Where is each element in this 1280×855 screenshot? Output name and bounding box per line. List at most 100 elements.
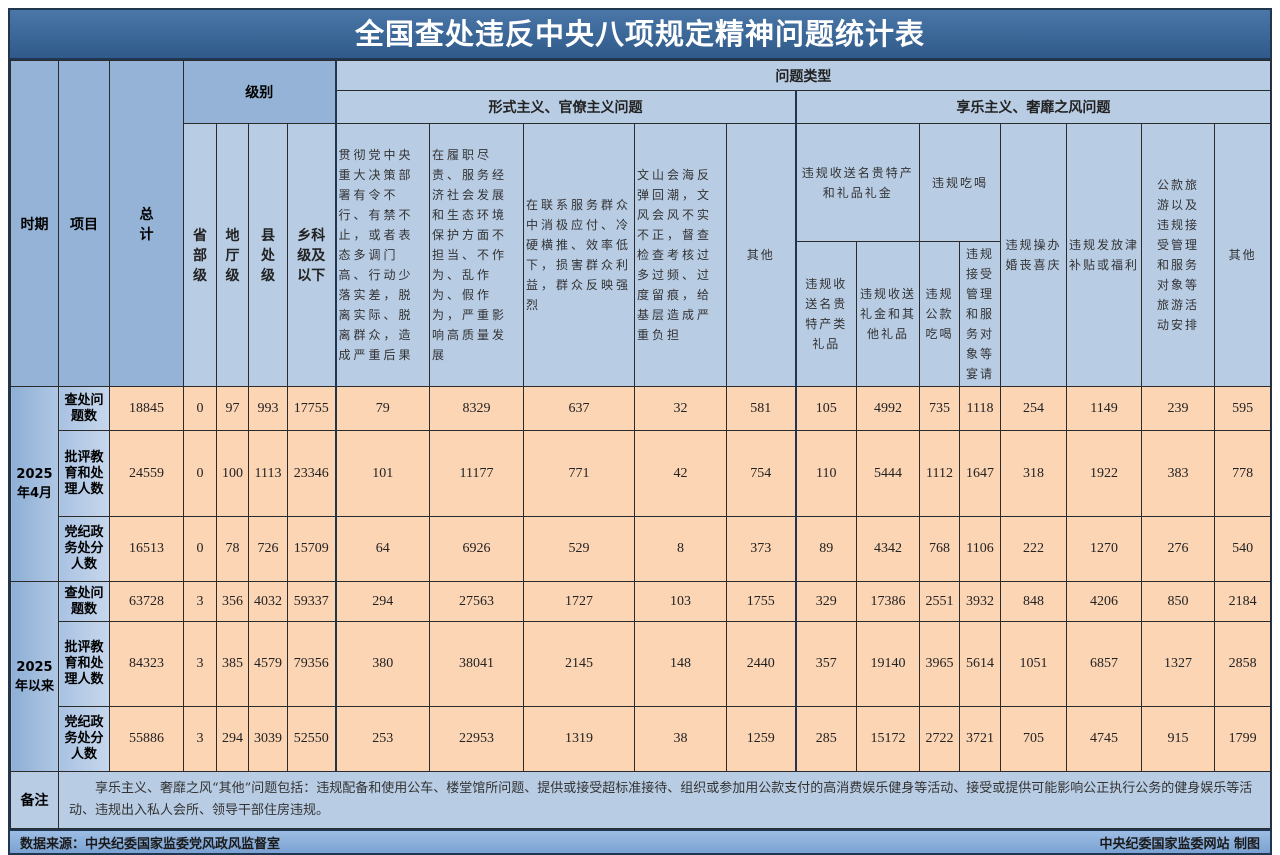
value-cell: 4745 [1066, 706, 1142, 772]
header-dining-group: 违规吃喝 [919, 123, 1001, 242]
value-cell: 5444 [856, 430, 920, 517]
value-cell: 16513 [109, 516, 184, 582]
value-cell: 3039 [248, 706, 288, 772]
header-dining-public: 违规公款吃喝 [919, 241, 960, 387]
value-cell: 2145 [523, 621, 635, 707]
value-cell: 1149 [1066, 386, 1142, 431]
value-cell: 2440 [726, 621, 796, 707]
value-cell: 993 [248, 386, 288, 431]
value-cell: 5614 [959, 621, 1001, 707]
value-cell: 8 [634, 516, 727, 582]
header-level: 级别 [183, 60, 336, 124]
value-cell: 4206 [1066, 581, 1142, 622]
value-cell: 294 [216, 706, 249, 772]
value-cell: 0 [183, 430, 217, 517]
value-cell: 1113 [248, 430, 288, 517]
header-period: 时期 [10, 60, 59, 387]
value-cell: 1755 [726, 581, 796, 622]
value-cell: 6926 [429, 516, 524, 582]
value-cell: 1270 [1066, 516, 1142, 582]
value-cell: 768 [919, 516, 960, 582]
value-cell: 3 [183, 581, 217, 622]
value-cell: 276 [1141, 516, 1215, 582]
value-cell: 52550 [287, 706, 336, 772]
value-cell: 4579 [248, 621, 288, 707]
value-cell: 89 [794, 516, 857, 582]
value-cell: 2551 [919, 581, 960, 622]
value-cell: 64 [334, 516, 430, 582]
table-row: 批评教育和处理人数 84323 3 385 4579 79356 380 38041 2145 1… [11, 621, 1272, 707]
value-cell: 105 [794, 386, 857, 431]
value-cell: 1727 [523, 581, 635, 622]
header-hedonism: 享乐主义、奢靡之风问题 [794, 90, 1272, 124]
item-cell: 查处问题数 [58, 386, 110, 431]
header-total-text: 总计 [139, 206, 154, 243]
value-cell: 3721 [959, 706, 1001, 772]
data-source: 数据来源：中央纪委国家监委党风政风监督室 [20, 836, 281, 852]
value-cell: 383 [1141, 430, 1215, 517]
data-rows: 2025年4月 查处问题数 18845 0 97 993 17755 79 8329 637 32 5… [10, 386, 1272, 772]
header-weddings-funerals: 违规操办婚丧喜庆 [1000, 123, 1067, 387]
value-cell: 100 [216, 430, 249, 517]
table-row: 2025年4月 查处问题数 18845 0 97 993 17755 79 8329 637 32 5… [10, 386, 1272, 582]
table-title: 全国查处违反中央八项规定精神问题统计表 [10, 10, 1270, 60]
value-cell: 8329 [429, 386, 524, 431]
item-cell: 查处问题数 [58, 581, 110, 622]
footer: 数据来源：中央纪委国家监委党风政风监督室 中央纪委国家监委网站 制图 [10, 829, 1270, 853]
value-cell: 110 [794, 430, 857, 517]
value-cell: 754 [726, 430, 796, 517]
value-cell: 705 [1000, 706, 1067, 772]
header-formalism: 形式主义、官僚主义问题 [334, 90, 796, 124]
header-formalism-col-4: 文山会海反弹回潮，文风会风不实不正，督查检查考核过多过频、过度留痕，给基层造成严… [634, 123, 727, 387]
value-cell: 637 [523, 386, 635, 431]
header-formalism-col-1: 贯彻党中央重大决策部署有令不行、有禁不止，或者表态多调门高、行动少落实差，脱离实… [334, 123, 430, 387]
value-cell: 32 [634, 386, 727, 431]
value-cell: 79356 [287, 621, 336, 707]
value-cell: 6857 [1066, 621, 1142, 707]
value-cell: 373 [726, 516, 796, 582]
header-level-township: 乡科级及以下 [287, 123, 336, 387]
item-cell: 批评教育和处理人数 [58, 621, 110, 707]
value-cell: 357 [794, 621, 857, 707]
value-cell: 2858 [1213, 621, 1272, 707]
value-cell: 540 [1213, 516, 1272, 582]
value-cell: 3 [183, 621, 217, 707]
value-cell: 318 [1000, 430, 1067, 517]
value-cell: 3932 [959, 581, 1001, 622]
period-cell: 2025年以来 [10, 581, 59, 772]
value-cell: 3 [183, 706, 217, 772]
item-cell: 批评教育和处理人数 [58, 430, 110, 517]
value-cell: 385 [216, 621, 249, 707]
value-cell: 0 [183, 386, 217, 431]
value-cell: 2722 [919, 706, 960, 772]
value-cell: 42 [634, 430, 727, 517]
value-cell: 850 [1141, 581, 1215, 622]
value-cell: 15709 [287, 516, 336, 582]
note-label: 备注 [10, 771, 59, 829]
value-cell: 1259 [726, 706, 796, 772]
value-cell: 239 [1141, 386, 1215, 431]
value-cell: 103 [634, 581, 727, 622]
value-cell: 101 [334, 430, 430, 517]
value-cell: 15172 [856, 706, 920, 772]
table-row: 党纪政务处分人数 55886 3 294 3039 52550 253 22953 1319 38… [11, 706, 1272, 772]
header-level-prefectural: 地厅级 [216, 123, 249, 387]
value-cell: 84323 [109, 621, 184, 707]
item-cell: 党纪政务处分人数 [58, 516, 110, 582]
value-cell: 329 [794, 581, 857, 622]
header-travel: 公款旅游以及违规接受管理和服务对象等旅游活动安排 [1141, 123, 1215, 387]
value-cell: 581 [726, 386, 796, 431]
value-cell: 4342 [856, 516, 920, 582]
value-cell: 2184 [1213, 581, 1272, 622]
value-cell: 17755 [287, 386, 336, 431]
value-cell: 254 [1000, 386, 1067, 431]
value-cell: 1647 [959, 430, 1001, 517]
value-cell: 771 [523, 430, 635, 517]
value-cell: 380 [334, 621, 430, 707]
period-cell: 2025年4月 [10, 386, 59, 582]
table-row: 2025年以来 查处问题数 63728 3 356 4032 59337 294 27563 17… [10, 581, 1272, 772]
value-cell: 595 [1213, 386, 1272, 431]
value-cell: 22953 [429, 706, 524, 772]
value-cell: 1319 [523, 706, 635, 772]
header-item: 项目 [58, 60, 110, 387]
